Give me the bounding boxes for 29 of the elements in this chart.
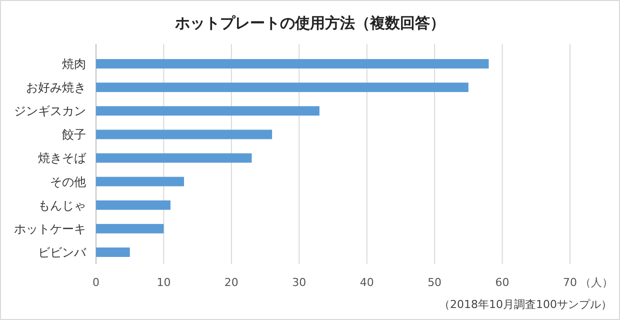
y-tick-label: ビビンバ [38, 245, 87, 260]
bar [96, 153, 252, 163]
bar [96, 176, 184, 186]
x-tick-label: 30 [292, 276, 306, 289]
text: （2018年10月調査100サンプル） [439, 298, 612, 311]
y-tick-label: 餃子 [62, 128, 86, 142]
bar [96, 82, 468, 92]
bar [96, 106, 320, 116]
x-tick-label: 50 [428, 276, 442, 289]
x-tick-label: 20 [224, 276, 238, 289]
y-tick-label: もんじゃ [38, 198, 86, 212]
x-tick-label: 60 [495, 276, 510, 289]
y-tick-label: ジンギスカン [14, 104, 86, 118]
y-tick-label: 焼肉 [62, 56, 86, 71]
x-tick-label: 0 [92, 276, 100, 289]
x-tick-label: 70 [563, 276, 577, 289]
y-tick-label: その他 [50, 174, 86, 189]
x-tick-label: 40 [360, 276, 374, 289]
y-tick-label: ホットケーキ [14, 222, 86, 236]
y-tick-label: 焼きそば [38, 151, 87, 166]
bar [96, 248, 130, 257]
bar [96, 59, 489, 68]
bar [96, 200, 170, 210]
bar [96, 130, 272, 140]
chart-title: ホットプレートの使用方法（複数回答） [174, 14, 445, 32]
bar [96, 224, 164, 234]
x-axis-title: （人） [580, 276, 613, 289]
x-tick-label: 10 [156, 276, 171, 289]
y-tick-label: お好み焼き [26, 80, 86, 95]
